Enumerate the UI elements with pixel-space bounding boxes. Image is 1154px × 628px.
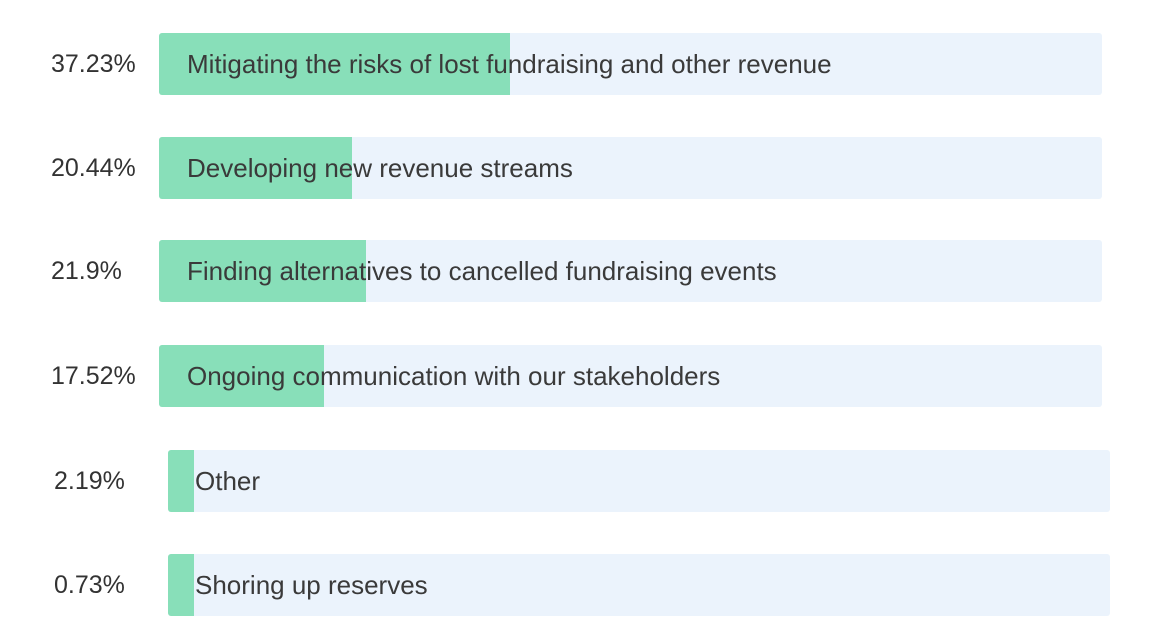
bar-track — [168, 450, 1110, 512]
bar-row: 21.9% Finding alternatives to cancelled f… — [0, 240, 1154, 302]
value-label: 2.19% — [54, 467, 125, 495]
bar-fill — [168, 554, 194, 616]
bar-track — [159, 345, 1102, 407]
bar-fill — [159, 33, 511, 95]
bar-row: 20.44% Developing new revenue streams — [0, 137, 1154, 199]
bar-fill — [159, 345, 325, 407]
bar-track — [168, 554, 1110, 616]
value-label: 20.44% — [51, 154, 136, 182]
value-label: 17.52% — [51, 362, 136, 390]
category-label: Other — [195, 466, 261, 496]
bar-track — [159, 33, 1102, 95]
bar-track — [159, 137, 1102, 199]
bar-fill — [168, 450, 194, 512]
bar-row: 37.23% Mitigating the risks of lost fundr… — [0, 33, 1154, 95]
category-label: Developing new revenue streams — [187, 153, 573, 183]
category-label: Mitigating the risks of lost fundraising… — [187, 49, 832, 79]
bar-row: 2.19% Other — [0, 450, 1154, 512]
value-label: 21.9% — [51, 257, 122, 285]
value-label: 37.23% — [51, 50, 136, 78]
bar-track — [159, 240, 1102, 302]
bar-row: 0.73% Shoring up reserves — [0, 554, 1154, 616]
category-label: Finding alternatives to cancelled fundra… — [187, 256, 777, 286]
category-label: Shoring up reserves — [195, 570, 428, 600]
value-label: 0.73% — [54, 571, 125, 599]
bar-fill — [159, 240, 366, 302]
category-label: Ongoing communication with our stakehold… — [187, 361, 721, 391]
bar-fill — [159, 137, 352, 199]
bar-row: 17.52% Ongoing communication with our sta… — [0, 345, 1154, 407]
